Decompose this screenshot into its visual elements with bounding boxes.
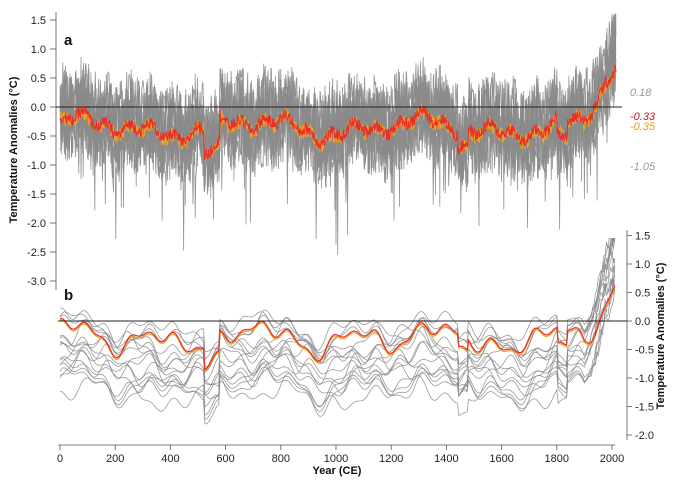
x-tick-label: 400 [161, 453, 179, 465]
panel-b: b Temperature Anomalies (°C) 1.5 1.0 0.5 0.… [57, 230, 667, 477]
x-tick-label: 600 [216, 453, 234, 465]
x-tick-label: 1800 [545, 453, 569, 465]
panel-a-ensemble-line [59, 13, 617, 207]
panel-b-ensemble-line [59, 238, 616, 373]
panel-b-ensemble-line [59, 257, 616, 397]
x-tick-label: 1400 [434, 453, 458, 465]
panel-b-ensemble-line [59, 252, 616, 394]
panel-b-ensemble-line [59, 237, 615, 372]
panel-a-ylabel: Temperature Anomalies (°C) [8, 76, 20, 223]
panel-b-ylabel: Temperature Anomalies (°C) [655, 262, 667, 409]
x-tick-label: 1000 [324, 453, 348, 465]
panel-a-y-tick-label: 1.0 [31, 44, 46, 56]
panel-a-y-tick-label: -3.0 [27, 276, 46, 288]
panel-a-y-tick-label: -1.5 [27, 189, 46, 201]
x-tick-label: 1200 [379, 453, 403, 465]
panel-b-y-tick-label: 1.0 [635, 259, 650, 271]
panel-b-ensemble-line [59, 263, 616, 396]
panel-a-mean-line [59, 64, 617, 161]
panel-a-annotation: -0.33 [630, 111, 656, 123]
panel-a-annotation: 0.18 [630, 87, 652, 99]
panel-b-y-tick-label: -1.0 [635, 373, 654, 385]
panel-b-y-tick-label: -0.5 [635, 345, 654, 357]
panel-a-letter: a [64, 32, 73, 49]
x-axis-label: Year (CE) [313, 465, 362, 477]
panel-a-y-tick-label: 1.5 [31, 15, 46, 27]
panel-a-y-tick-label: 0.0 [31, 102, 46, 114]
panel-a-y-tick-label: -2.0 [27, 218, 46, 230]
panel-b-ensemble-line [59, 238, 616, 382]
panel-b-letter: b [64, 287, 73, 304]
panel-a: a Temperature Anomalies (°C) 1.5 1.0 0.5 0.… [8, 12, 656, 290]
panel-b-ensemble-line [59, 237, 615, 361]
panel-b-ensemble-line [59, 237, 616, 372]
panel-b-ensemble-line [59, 278, 616, 421]
panel-a-y-tick-label: 0.5 [31, 73, 46, 85]
x-tick-label: 200 [106, 453, 124, 465]
panel-b-y-tick-label: -1.5 [635, 402, 654, 414]
panel-a-y-tick-label: -1.0 [27, 160, 46, 172]
panel-b-mean-line [59, 285, 616, 371]
panel-b-ensemble-line [59, 289, 616, 425]
x-tick-label: 2000 [600, 453, 624, 465]
x-tick-label: 800 [272, 453, 290, 465]
panel-b-y-tick-label: 1.5 [635, 231, 650, 243]
panel-b-y-tick-label: 0.5 [635, 288, 650, 300]
panel-b-y-tick-label: 0.0 [635, 316, 650, 328]
x-tick-label: 0 [57, 453, 63, 465]
x-tick-label: 1600 [489, 453, 513, 465]
panel-a-annotation: -0.35 [630, 121, 656, 133]
panel-a-y-tick-label: -0.5 [27, 131, 46, 143]
panel-b-y-tick-label: -2.0 [635, 430, 654, 442]
panel-b-ensemble-line [59, 266, 616, 386]
panel-b-ensemble-line [59, 287, 616, 399]
panel-b-ensemble-line [59, 277, 616, 417]
panel-a-y-tick-label: -2.5 [27, 247, 46, 259]
panel-b-median-line [59, 286, 616, 373]
panel-a-annotation: -1.05 [630, 161, 656, 173]
